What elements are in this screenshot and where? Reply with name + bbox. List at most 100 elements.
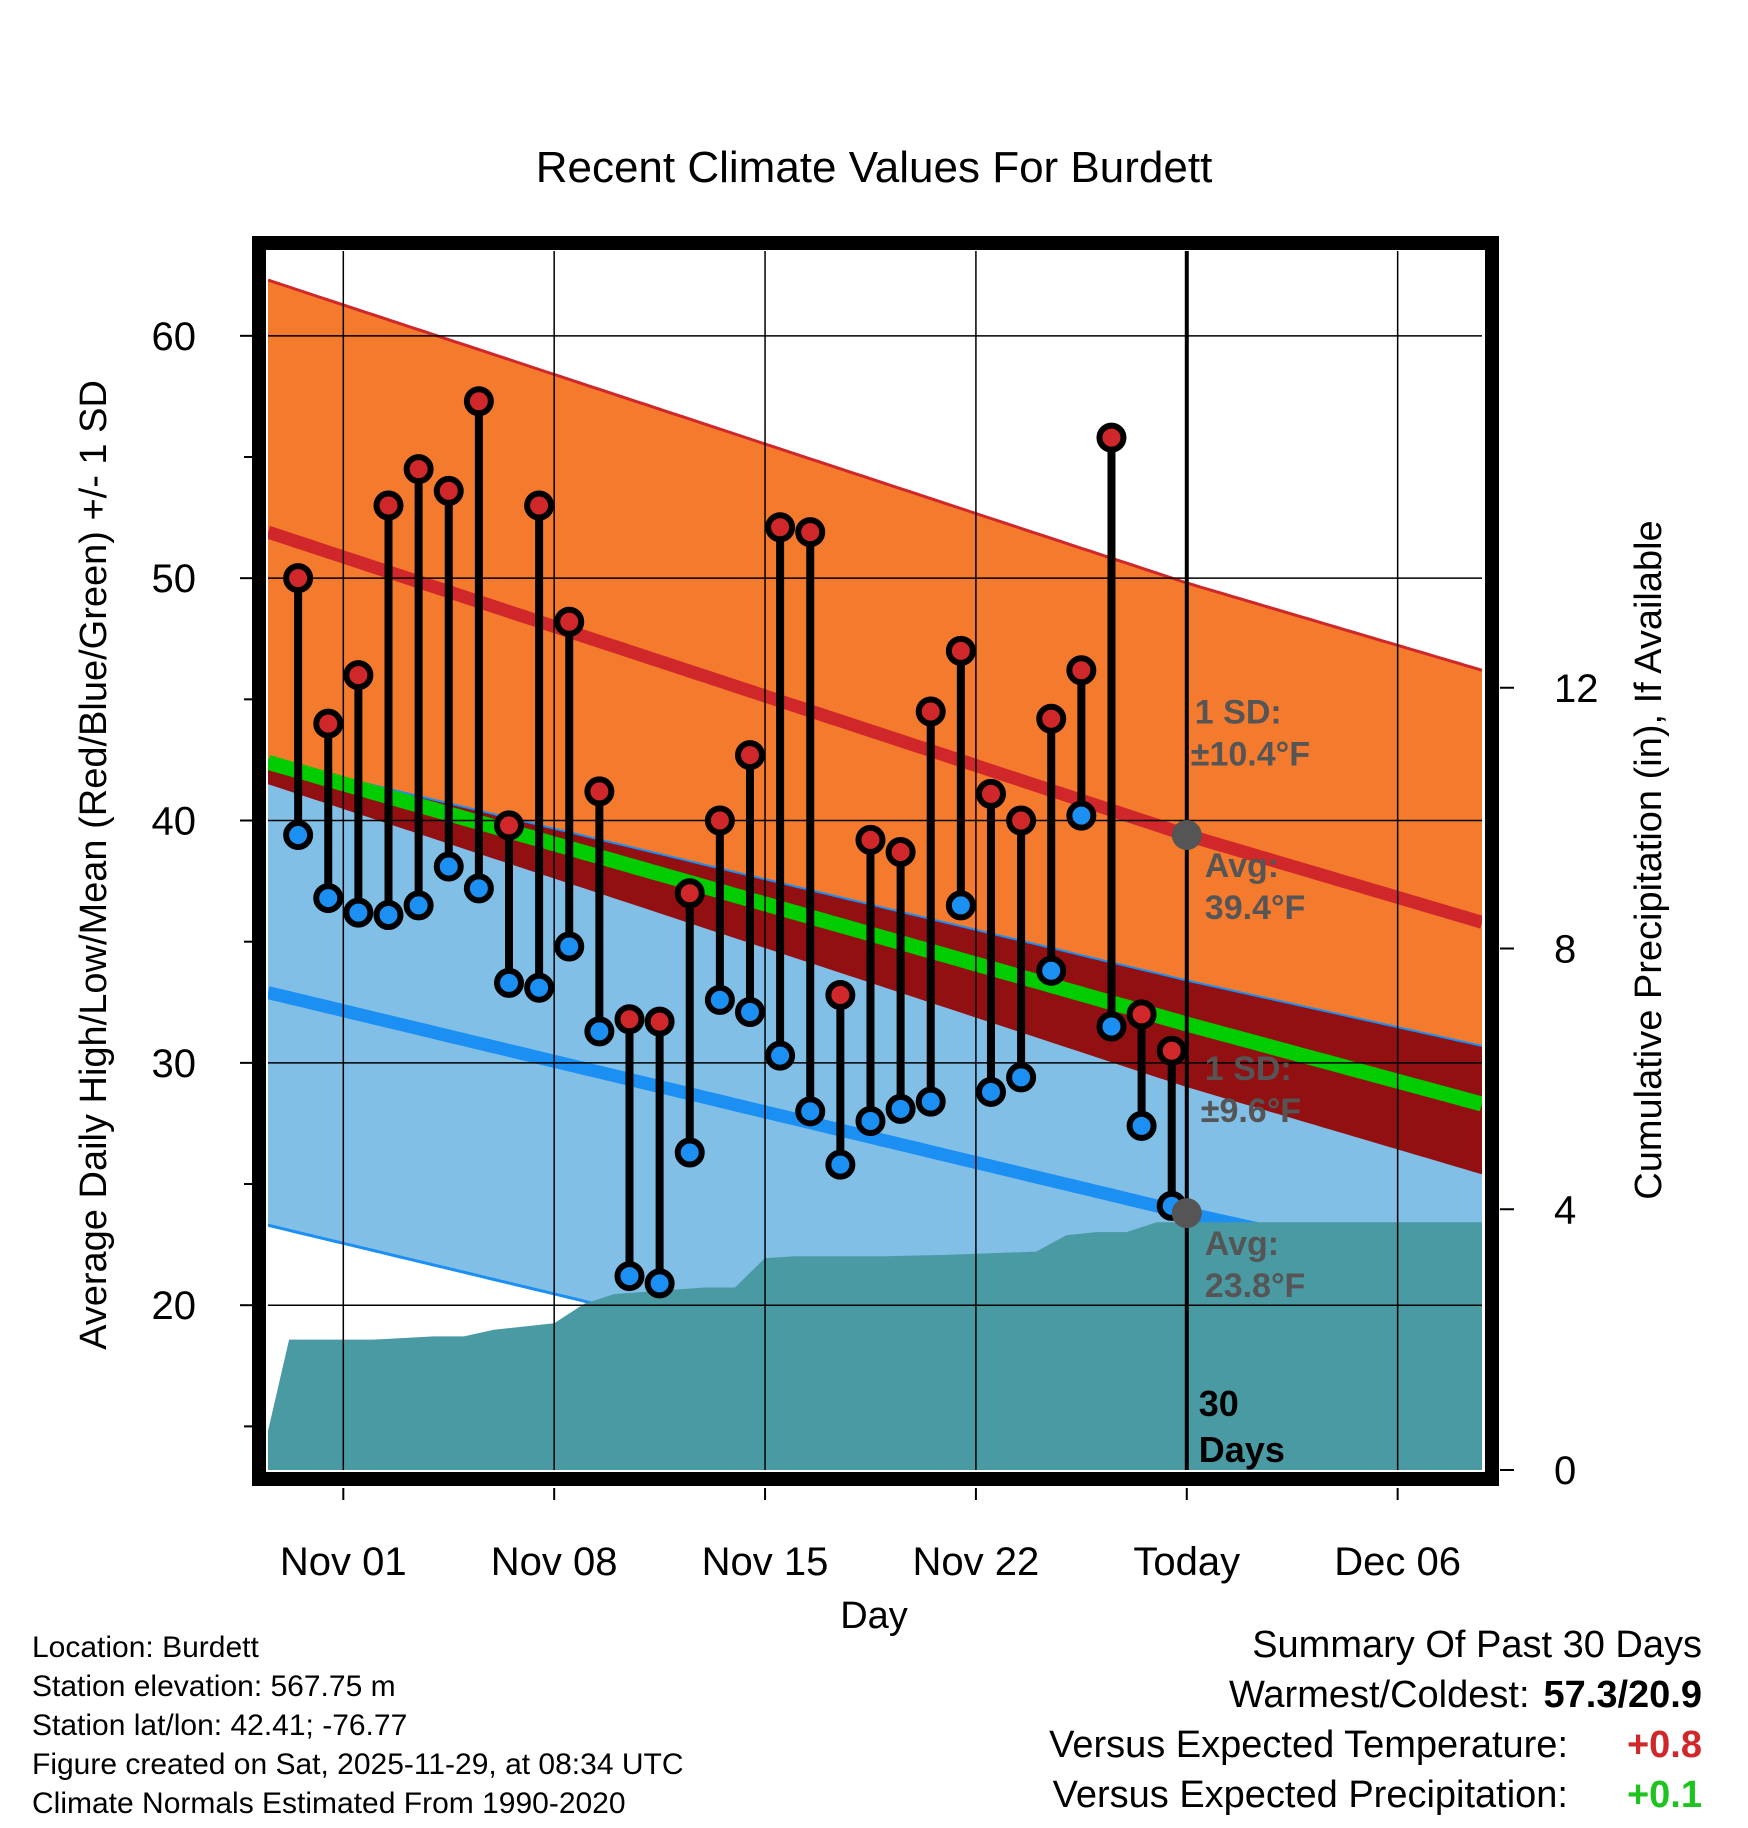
summary-title: Summary Of Past 30 Days <box>1252 1624 1702 1666</box>
obs-high-point <box>945 635 976 666</box>
warm-cold-label: Warmest/Coldest: <box>1228 1674 1530 1716</box>
x-tick-label: Today <box>1133 1540 1240 1584</box>
obs-high-point <box>1156 1035 1187 1066</box>
obs-high-point <box>614 1004 645 1035</box>
y-axis-label: Average Daily High/Low/Mean (Red/Blue/Gr… <box>73 380 115 1350</box>
high-normal-line <box>268 525 1482 929</box>
obs-low-point <box>1066 800 1097 831</box>
obs-low-point <box>463 873 494 904</box>
obs-low-point <box>1036 955 1067 986</box>
days-word-label: Days <box>1199 1429 1285 1470</box>
high-avg-value: 39.4°F <box>1205 889 1306 927</box>
plot-frame <box>252 236 1499 1486</box>
obs-low-point <box>493 967 524 998</box>
precip-value: +0.1 <box>1626 1774 1702 1816</box>
obs-low-point <box>674 1137 705 1168</box>
summary-temp: Versus Expected Temperature: +0.8 <box>1049 1720 1702 1770</box>
obs-high-point <box>343 660 374 691</box>
days-number-label: 30 <box>1199 1383 1239 1424</box>
obs-high-point <box>1006 805 1037 836</box>
obs-low-point <box>373 900 404 931</box>
normals-text: Climate Normals Estimated From 1990-2020 <box>32 1787 626 1820</box>
obs-high-point <box>1066 655 1097 686</box>
obs-low-point <box>1006 1062 1037 1093</box>
temp-value: +0.8 <box>1626 1724 1702 1766</box>
precip-area <box>268 1222 1482 1470</box>
x-axis-label: Day <box>840 1595 908 1637</box>
summary-warm-cold: Warmest/Coldest: 57.3/20.9 <box>1049 1670 1702 1720</box>
x-tick-label: Nov 01 <box>280 1540 407 1584</box>
x-tick-label: Nov 15 <box>702 1540 829 1584</box>
obs-low-point <box>945 890 976 921</box>
warm-cold-value: 57.3/20.9 <box>1543 1674 1702 1716</box>
obs-low-point <box>554 931 585 962</box>
today-high-avg-marker <box>1171 820 1202 851</box>
obs-high-point <box>885 837 916 868</box>
temp-label: Versus Expected Temperature: <box>1049 1724 1568 1766</box>
obs-low-point <box>524 972 555 1003</box>
y2-tick-label: 12 <box>1554 667 1599 711</box>
y-tick-label: 20 <box>152 1284 197 1328</box>
x-tick-label: Nov 08 <box>491 1540 618 1584</box>
obs-high-point <box>584 776 615 807</box>
low-sd-label: 1 SD: <box>1205 1050 1292 1088</box>
y-tick-label: 40 <box>152 800 197 844</box>
low-avg-value: 23.8°F <box>1205 1267 1306 1305</box>
obs-low-point <box>975 1076 1006 1107</box>
obs-low-point <box>1126 1110 1157 1141</box>
obs-high-point <box>704 805 735 836</box>
obs-low-point <box>855 1106 886 1137</box>
y2-tick-label: 0 <box>1554 1449 1576 1493</box>
y-tick-label: 50 <box>152 557 197 601</box>
obs-low-point <box>614 1261 645 1292</box>
precip-label: Versus Expected Precipitation: <box>1052 1774 1568 1816</box>
y-tick-label: 60 <box>152 315 197 359</box>
obs-low-point <box>795 1096 826 1127</box>
obs-high-point <box>1126 999 1157 1030</box>
latlon-text: Station lat/lon: 42.41; -76.77 <box>32 1709 408 1742</box>
obs-low-point <box>343 897 374 928</box>
obs-high-point <box>524 490 555 521</box>
obs-low-point <box>644 1268 675 1299</box>
obs-low-point <box>885 1093 916 1124</box>
obs-low-point <box>915 1086 946 1117</box>
obs-low-point <box>704 984 735 1015</box>
obs-high-point <box>825 980 856 1011</box>
summary-precip: Versus Expected Precipitation: +0.1 <box>1049 1770 1702 1820</box>
obs-high-point <box>463 386 494 417</box>
obs-high-point <box>283 563 314 594</box>
location-text: Location: Burdett <box>32 1631 259 1664</box>
obs-high-point <box>975 778 1006 809</box>
obs-high-point <box>493 810 524 841</box>
y2-axis-label: Cumulative Precipitation (in), If Availa… <box>1628 520 1670 1199</box>
obs-high-point <box>1096 422 1127 453</box>
obs-low-point <box>433 851 464 882</box>
obs-low-point <box>313 883 344 914</box>
obs-low-point <box>584 1016 615 1047</box>
y2-tick-label: 8 <box>1554 928 1576 972</box>
obs-high-point <box>674 878 705 909</box>
station-info: Location: Burdett Station elevation: 567… <box>32 1628 684 1823</box>
obs-high-point <box>554 606 585 637</box>
high-upper-edge <box>268 278 1482 672</box>
y2-tick-label: 4 <box>1554 1188 1576 1232</box>
today-low-avg-marker <box>1171 1198 1202 1229</box>
high-sd-value: ±10.4°F <box>1191 736 1310 774</box>
obs-high-point <box>795 517 826 548</box>
summary-panel: Summary Of Past 30 Days Warmest/Coldest:… <box>1049 1620 1702 1820</box>
obs-high-point <box>373 490 404 521</box>
obs-high-point <box>644 1006 675 1037</box>
created-text: Figure created on Sat, 2025-11-29, at 08… <box>32 1748 684 1781</box>
obs-high-point <box>433 475 464 506</box>
x-tick-label: Nov 22 <box>913 1540 1040 1584</box>
obs-high-point <box>765 512 796 543</box>
obs-low-point <box>403 890 434 921</box>
low-avg-label: Avg: <box>1205 1225 1279 1263</box>
obs-high-point <box>403 454 434 485</box>
low-upper-edge <box>268 758 1482 1047</box>
obs-high-point <box>915 696 946 727</box>
x-tick-label: Dec 06 <box>1334 1540 1461 1584</box>
high-sd-label: 1 SD: <box>1195 694 1282 732</box>
low-sd-value: ±9.6°F <box>1201 1092 1301 1130</box>
